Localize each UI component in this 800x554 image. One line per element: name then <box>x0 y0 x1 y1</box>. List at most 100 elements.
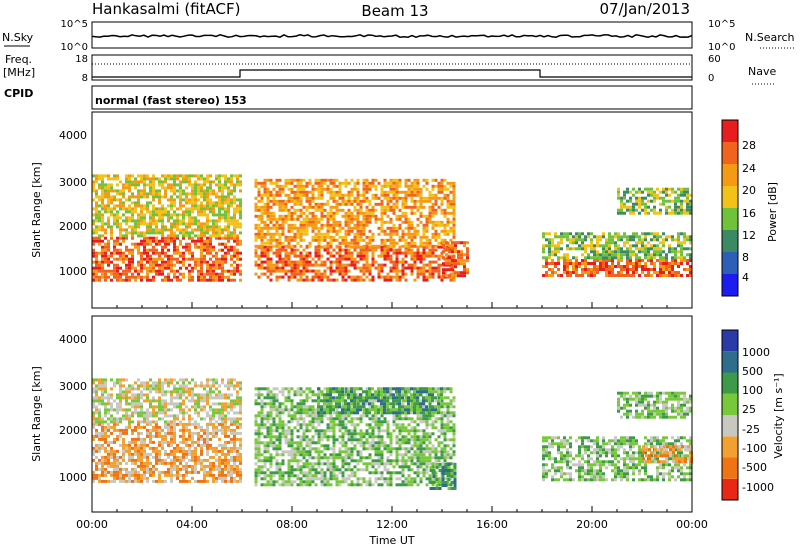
heatmap-cell <box>551 268 554 271</box>
heatmap-cell <box>215 476 218 480</box>
heatmap-cell <box>266 211 270 215</box>
heatmap-cell <box>170 440 173 444</box>
heatmap-cell <box>644 211 647 215</box>
heatmap-cell <box>206 186 209 190</box>
heatmap-cell <box>188 381 191 385</box>
heatmap-cell <box>353 208 357 212</box>
heatmap-cell <box>110 231 113 235</box>
heatmap-cell <box>218 204 221 208</box>
heatmap-cell <box>122 390 125 394</box>
heatmap-cell <box>395 205 399 209</box>
heatmap-cell <box>377 272 381 276</box>
heatmap-cell <box>119 234 122 238</box>
heatmap-cell <box>392 187 396 191</box>
heatmap-cell <box>218 234 221 238</box>
heatmap-cell <box>98 234 101 238</box>
heatmap-cell <box>605 262 608 265</box>
heatmap-cell <box>173 464 176 468</box>
heatmap-cell <box>203 231 206 235</box>
heatmap-cell <box>287 208 291 212</box>
heatmap-cell <box>442 271 445 275</box>
heatmap-cell <box>131 452 134 456</box>
heatmap-cell <box>125 210 128 214</box>
heatmap-cell <box>557 235 560 239</box>
heatmap-cell <box>158 387 161 391</box>
heatmap-cell <box>224 195 227 199</box>
heatmap-cell <box>332 254 336 258</box>
heatmap-cell <box>590 250 593 254</box>
heatmap-cell <box>101 198 104 202</box>
heatmap-cell <box>203 473 206 477</box>
heatmap-cell <box>155 405 158 409</box>
heatmap-cell <box>158 231 161 235</box>
heatmap-cell <box>191 437 194 441</box>
heatmap-cell <box>389 229 393 233</box>
heatmap-cell <box>182 464 185 468</box>
heatmap-cell <box>260 420 264 424</box>
heatmap-cell <box>341 278 345 282</box>
heatmap-cell <box>347 202 351 206</box>
heatmap-cell <box>179 231 182 235</box>
heatmap-cell <box>134 278 137 282</box>
heatmap-cell <box>344 229 348 233</box>
heatmap-cell <box>596 244 599 248</box>
heatmap-cell <box>143 384 146 388</box>
heatmap-cell <box>266 241 270 245</box>
heatmap-cell <box>668 265 671 268</box>
heatmap-cell <box>170 390 173 394</box>
heatmap-cell <box>665 262 668 265</box>
heatmap-cell <box>407 263 411 267</box>
heatmap-cell <box>230 476 233 480</box>
heatmap-cell <box>569 241 572 245</box>
heatmap-cell <box>293 275 297 279</box>
heatmap-cell <box>122 236 125 240</box>
heatmap-cell <box>326 257 330 261</box>
heatmap-cell <box>665 259 668 262</box>
heatmap-cell <box>350 245 354 249</box>
heatmap-cell <box>206 189 209 193</box>
heatmap-cell <box>368 248 372 252</box>
heatmap-cell <box>380 187 384 191</box>
heatmap-cell <box>293 244 297 248</box>
heatmap-cell <box>581 232 584 236</box>
heatmap-cell <box>104 186 107 190</box>
heatmap-cell <box>650 262 653 265</box>
heatmap-cell <box>299 263 303 267</box>
heatmap-cell <box>431 202 435 206</box>
heatmap-cell <box>107 411 110 415</box>
heatmap-cell <box>677 193 680 197</box>
heatmap-cell <box>428 220 432 224</box>
heatmap-cell <box>125 198 128 202</box>
heatmap-cell <box>362 272 366 276</box>
heatmap-cell <box>419 199 423 203</box>
heatmap-cell <box>290 199 294 203</box>
heatmap-cell <box>377 181 381 185</box>
heatmap-cell <box>416 257 420 261</box>
heatmap-cell <box>422 214 426 218</box>
heatmap-cell <box>158 192 161 196</box>
heatmap-cell <box>152 239 155 243</box>
heatmap-cell <box>278 184 282 188</box>
heatmap-cell <box>200 195 203 199</box>
heatmap-cell <box>587 268 590 271</box>
heatmap-cell <box>101 266 104 270</box>
heatmap-cell <box>278 474 282 478</box>
heatmap-cell <box>626 238 629 242</box>
heatmap-cell <box>221 231 224 235</box>
heatmap-cell <box>632 268 635 271</box>
heatmap-cell <box>98 216 101 220</box>
heatmap-cell <box>197 405 200 409</box>
heatmap-cell <box>548 238 551 242</box>
heatmap-cell <box>380 269 384 273</box>
heatmap-cell <box>119 248 122 252</box>
heatmap-cell <box>107 399 110 403</box>
heatmap-cell <box>653 190 656 194</box>
heatmap-cell <box>257 257 261 261</box>
heatmap-cell <box>347 223 351 227</box>
heatmap-cell <box>440 208 444 212</box>
heatmap-cell <box>632 271 635 274</box>
heatmap-cell <box>140 204 143 208</box>
heatmap-cell <box>452 193 456 197</box>
heatmap-cell <box>212 266 215 270</box>
heatmap-cell <box>140 219 143 223</box>
